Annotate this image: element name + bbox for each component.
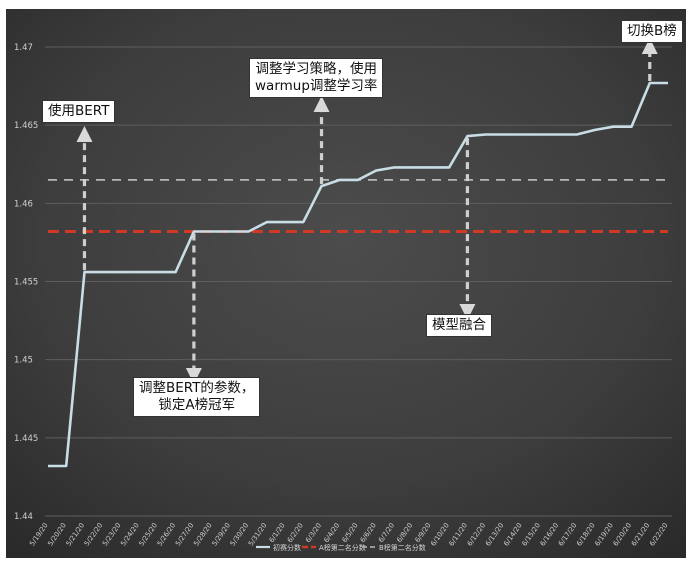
y-tick-label: 1.45	[14, 356, 33, 366]
y-tick-label: 1.44	[14, 512, 33, 522]
annotation-warmup: 调整学习策略，使用 warmup调整学习率	[249, 58, 384, 98]
annotation-line: 锁定A榜冠军	[158, 397, 236, 413]
annotation-switchb: 切换B榜	[621, 20, 683, 43]
y-tick-label: 1.445	[14, 434, 38, 444]
annotation-line: warmup调整学习率	[255, 78, 378, 94]
annotation-line: 调整学习策略，使用	[255, 61, 377, 77]
chart-background	[6, 9, 686, 558]
annotation-ensemble: 模型融合	[426, 314, 492, 337]
y-tick-label: 1.465	[14, 121, 38, 131]
legend-item: 初赛分数	[256, 543, 301, 552]
annotation-line: 切换B榜	[627, 23, 677, 39]
legend-label: B榜第二名分数	[379, 543, 426, 552]
legend-item: B榜第二名分数	[362, 543, 426, 552]
annotation-line: 调整BERT的参数，	[139, 380, 255, 396]
legend-label: A榜第二名分数	[319, 543, 366, 552]
annotation-params: 调整BERT的参数， 锁定A榜冠军	[133, 377, 261, 417]
legend-item: A榜第二名分数	[302, 543, 366, 552]
y-tick-label: 1.47	[14, 43, 33, 53]
y-tick-label: 1.46	[14, 199, 33, 209]
annotation-bert: 使用BERT	[42, 100, 116, 123]
annotation-line: 使用BERT	[48, 103, 110, 119]
y-tick-label: 1.455	[14, 278, 38, 288]
legend-label: 初赛分数	[273, 543, 301, 552]
series-line-main-score	[48, 81, 668, 468]
annotation-line: 模型融合	[432, 317, 486, 333]
